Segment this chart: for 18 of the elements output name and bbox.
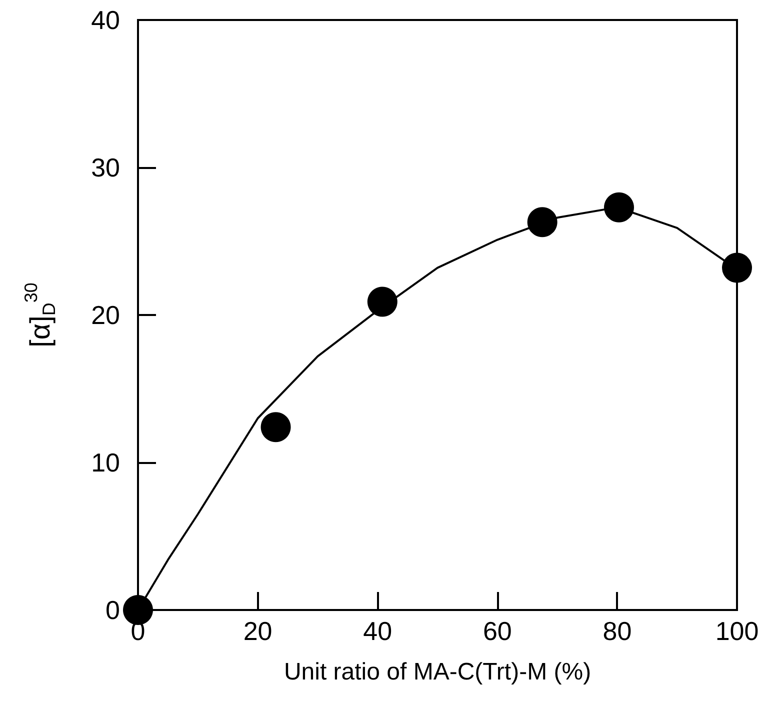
x-axis-title: Unit ratio of MA-C(Trt)-M (%) bbox=[284, 658, 592, 686]
x-tick-label: 80 bbox=[602, 616, 632, 646]
y-tick-label: 10 bbox=[91, 448, 120, 478]
point bbox=[527, 207, 558, 238]
point bbox=[123, 595, 153, 625]
x-tick-label: 60 bbox=[482, 616, 512, 646]
y-axis-title: [α]D30 bbox=[21, 282, 59, 348]
y-tick-label: 30 bbox=[91, 152, 120, 182]
y-tick-label: 40 bbox=[91, 5, 120, 35]
point bbox=[367, 286, 398, 317]
y-tick-label: 0 bbox=[106, 595, 120, 625]
point bbox=[260, 412, 291, 442]
point bbox=[722, 252, 752, 283]
x-tick-label: 40 bbox=[363, 616, 392, 646]
y-tick-label: 20 bbox=[91, 300, 120, 330]
x-tick-label: 100 bbox=[715, 616, 759, 646]
point bbox=[604, 192, 634, 222]
x-tick-label: 20 bbox=[243, 616, 272, 646]
